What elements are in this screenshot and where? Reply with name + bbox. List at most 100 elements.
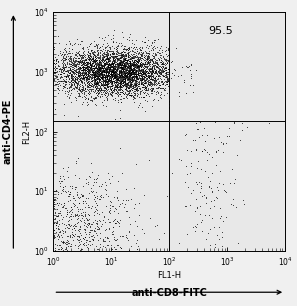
Point [102, 69, 107, 74]
Point [72, 225, 77, 230]
Point [54, 222, 59, 227]
Point [109, 64, 114, 69]
Point [169, 60, 174, 65]
Point [167, 98, 172, 103]
Point [130, 74, 135, 79]
Point [51, 73, 56, 78]
Point [86, 96, 91, 101]
Point [86, 202, 91, 207]
Point [128, 44, 133, 49]
Point [167, 80, 172, 85]
Point [100, 70, 105, 75]
Point [103, 92, 108, 97]
Point [92, 96, 97, 101]
Point [136, 50, 141, 55]
Point [126, 69, 131, 74]
Point [105, 74, 110, 79]
Point [113, 83, 118, 88]
Point [129, 66, 134, 71]
Point [128, 57, 132, 62]
Point [128, 58, 133, 63]
Point [131, 63, 136, 68]
Point [63, 80, 68, 85]
Point [146, 54, 150, 58]
Point [113, 64, 118, 69]
Point [128, 69, 133, 74]
Point [167, 95, 172, 99]
Point [119, 65, 124, 70]
Point [97, 66, 102, 71]
Point [137, 59, 142, 64]
Point [85, 61, 90, 66]
Point [167, 69, 172, 74]
Point [94, 224, 99, 229]
Point [140, 67, 145, 72]
Point [159, 59, 164, 64]
Point [132, 88, 137, 93]
Point [53, 73, 58, 78]
Point [74, 159, 78, 164]
Point [81, 58, 86, 63]
Point [104, 78, 108, 83]
Point [98, 45, 102, 50]
Point [145, 64, 149, 69]
Point [76, 213, 81, 218]
Point [121, 57, 126, 62]
Point [134, 64, 139, 69]
Point [123, 61, 128, 66]
Point [56, 227, 61, 232]
Point [89, 62, 94, 67]
Point [99, 75, 104, 80]
Point [122, 72, 127, 77]
Point [113, 84, 117, 89]
Point [124, 86, 128, 91]
Point [124, 71, 129, 76]
Point [63, 183, 68, 188]
Point [115, 84, 119, 89]
Point [108, 84, 113, 89]
Point [137, 45, 141, 50]
Point [93, 72, 98, 76]
Point [73, 69, 78, 74]
Point [68, 55, 73, 60]
Point [81, 75, 86, 80]
Point [95, 80, 99, 84]
Point [57, 66, 61, 71]
Point [89, 65, 93, 69]
Point [221, 150, 226, 155]
Point [107, 77, 112, 82]
Point [124, 95, 129, 100]
Point [73, 53, 78, 58]
Point [51, 59, 56, 64]
Point [221, 181, 225, 186]
Point [51, 71, 56, 76]
Point [158, 60, 163, 65]
Point [90, 83, 95, 88]
Point [99, 69, 103, 73]
Point [90, 237, 95, 242]
Point [91, 68, 96, 73]
Point [62, 55, 67, 60]
Point [147, 75, 152, 80]
Point [113, 68, 118, 73]
Point [129, 81, 134, 86]
Point [156, 86, 161, 91]
Point [120, 69, 125, 74]
Point [86, 91, 91, 96]
Point [152, 81, 157, 86]
Point [112, 195, 117, 200]
Point [167, 82, 172, 87]
Point [79, 68, 84, 73]
Point [93, 74, 98, 79]
Point [89, 58, 93, 63]
Point [116, 76, 121, 81]
Point [112, 58, 116, 63]
Point [107, 48, 112, 53]
Point [61, 67, 66, 72]
Point [167, 82, 172, 87]
Point [126, 52, 131, 57]
Point [130, 75, 135, 80]
Point [67, 42, 72, 47]
Point [116, 84, 121, 89]
Point [112, 88, 116, 93]
